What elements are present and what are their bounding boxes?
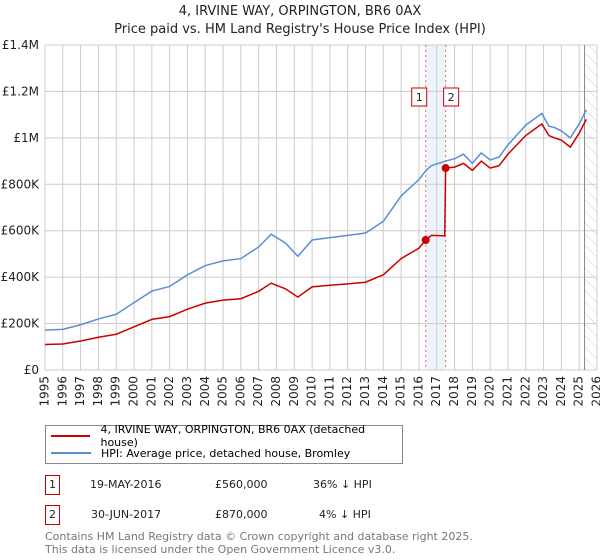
y-tick-label: £200K bbox=[1, 317, 41, 331]
y-tick-label: £0 bbox=[24, 363, 39, 377]
x-tick-label: 2013 bbox=[358, 376, 372, 407]
x-tick-label: 2011 bbox=[322, 376, 336, 407]
x-tick-label: 2005 bbox=[216, 376, 230, 407]
x-tick-label: 2022 bbox=[518, 376, 532, 407]
sale-hpi: 4% ↓ HPI bbox=[319, 508, 371, 521]
sale-label-box bbox=[411, 87, 428, 107]
sale-badge: 1 bbox=[45, 475, 60, 495]
sale-date: 30-JUN-2017 bbox=[91, 508, 162, 521]
x-tick-label: 2001 bbox=[144, 376, 158, 407]
sale-label: 1 bbox=[416, 91, 423, 104]
x-tick-label: 2012 bbox=[340, 376, 354, 407]
x-tick-label: 2003 bbox=[180, 376, 194, 407]
x-tick-label: 2010 bbox=[305, 376, 319, 407]
footer-line: This data is licensed under the Open Gov… bbox=[45, 543, 396, 556]
y-tick-label: £400K bbox=[1, 270, 41, 284]
x-tick-label: 2008 bbox=[269, 376, 283, 407]
legend-item-hpi: HPI: Average price, detached house, Brom… bbox=[51, 445, 350, 461]
sale-marker bbox=[441, 164, 450, 173]
x-tick-label: 2015 bbox=[394, 376, 408, 407]
y-tick-label: £800K bbox=[1, 177, 41, 191]
y-tick-label: £1M bbox=[13, 131, 39, 145]
x-tick-label: 2024 bbox=[554, 376, 568, 407]
series-line-hpi bbox=[44, 109, 587, 331]
x-tick-label: 2025 bbox=[572, 376, 586, 407]
x-tick-label: 2016 bbox=[411, 376, 425, 407]
x-tick-label: 2018 bbox=[447, 376, 461, 407]
x-tick-label: 2014 bbox=[376, 376, 390, 407]
sale-shading bbox=[425, 45, 446, 370]
x-tick-label: 2007 bbox=[251, 376, 265, 407]
x-tick-label: 2009 bbox=[287, 376, 301, 407]
sale-price: £870,000 bbox=[215, 508, 268, 521]
x-tick-label: 1997 bbox=[73, 376, 87, 407]
legend-label: 4, IRVINE WAY, ORPINGTON, BR6 0AX (detac… bbox=[100, 423, 366, 449]
chart-title: 4, IRVINE WAY, ORPINGTON, BR6 0AX bbox=[178, 4, 422, 19]
chart-subtitle: Price paid vs. HM Land Registry's House … bbox=[114, 22, 486, 37]
x-tick-label: 1996 bbox=[55, 376, 69, 407]
x-tick-label: 1998 bbox=[91, 376, 105, 407]
legend-item-property: 4, IRVINE WAY, ORPINGTON, BR6 0AX (detac… bbox=[51, 423, 402, 449]
x-tick-label: 1995 bbox=[38, 376, 52, 407]
legend: 4, IRVINE WAY, ORPINGTON, BR6 0AX (detac… bbox=[45, 423, 403, 464]
legend-label: HPI: Average price, detached house, Brom… bbox=[101, 446, 351, 460]
y-tick-label: £1.2M bbox=[2, 84, 39, 98]
x-tick-label: 2023 bbox=[536, 376, 550, 407]
sale-row-2: 2 30-JUN-2017 £870,000 4% ↓ HPI bbox=[45, 505, 425, 525]
x-tick-label: 2000 bbox=[127, 376, 141, 407]
y-tick-label: £1.4M bbox=[2, 38, 39, 52]
sale-row-1: 1 19-MAY-2016 £560,000 36% ↓ HPI bbox=[45, 475, 425, 495]
x-tick-label: 2026 bbox=[590, 376, 600, 407]
x-tick-label: 2006 bbox=[233, 376, 247, 407]
sale-date: 19-MAY-2016 bbox=[90, 478, 162, 491]
footer-line: Contains HM Land Registry data © Crown c… bbox=[45, 530, 473, 543]
sale-label: 2 bbox=[448, 91, 455, 104]
forecast-hatch bbox=[584, 45, 597, 370]
y-tick-label: £600K bbox=[1, 224, 41, 238]
x-tick-label: 2021 bbox=[500, 376, 514, 407]
sale-hpi: 36% ↓ HPI bbox=[313, 478, 372, 491]
plot-area: 1995 1996 1997 1998 1999 2000 2001 2002 2003 2004… bbox=[1, 38, 600, 407]
x-tick-label: 2004 bbox=[198, 376, 212, 407]
x-tick-label: 2020 bbox=[483, 376, 497, 407]
x-tick-label: 2002 bbox=[162, 376, 176, 407]
sale-marker bbox=[421, 236, 430, 244]
series-line-property bbox=[44, 118, 587, 346]
x-tick-label: 2017 bbox=[429, 376, 443, 407]
sale-badge: 2 bbox=[45, 505, 60, 525]
x-tick-label: 2019 bbox=[465, 376, 479, 407]
sale-price: £560,000 bbox=[215, 478, 268, 491]
footer: Contains HM Land Registry data © Crown c… bbox=[45, 530, 473, 556]
sale-label-box bbox=[443, 87, 460, 107]
legend-swatch-red bbox=[51, 435, 91, 437]
legend-swatch-blue bbox=[51, 452, 91, 454]
x-tick-label: 1999 bbox=[109, 376, 123, 407]
